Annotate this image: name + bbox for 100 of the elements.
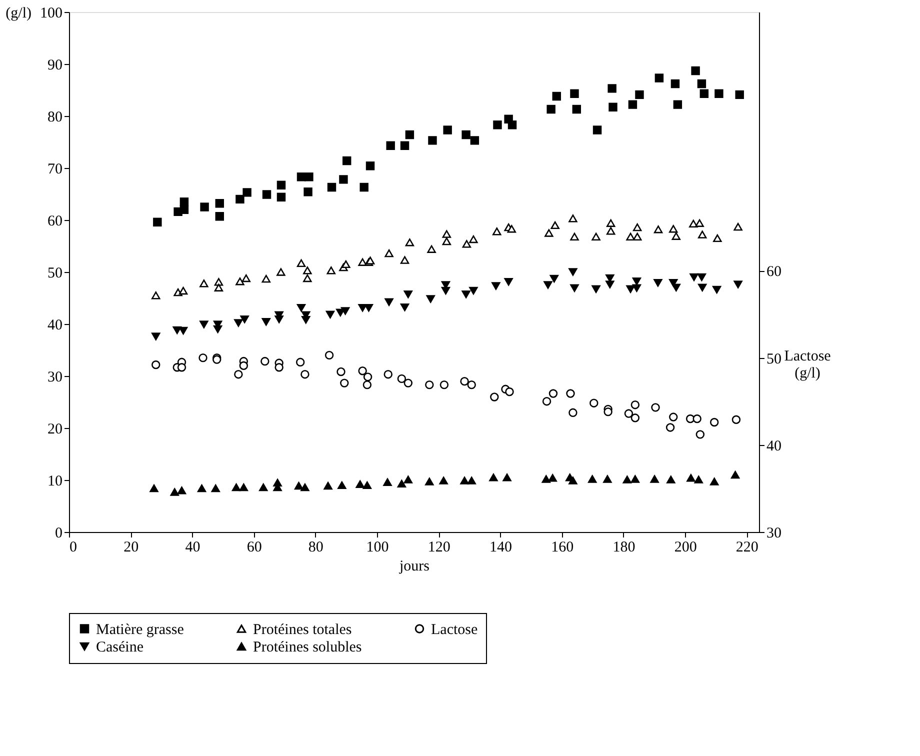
point bbox=[469, 235, 478, 244]
point bbox=[542, 396, 552, 406]
point bbox=[274, 315, 284, 324]
x-tick-label: 160 bbox=[551, 540, 574, 556]
point bbox=[654, 279, 662, 287]
point bbox=[672, 232, 680, 240]
point bbox=[570, 89, 579, 98]
point bbox=[462, 290, 470, 298]
y2-tick-label: 40 bbox=[766, 438, 782, 454]
y-tick-label: 20 bbox=[48, 422, 62, 438]
point bbox=[276, 180, 286, 190]
point bbox=[626, 232, 635, 240]
point bbox=[340, 378, 349, 388]
point bbox=[236, 278, 244, 286]
point bbox=[654, 226, 663, 234]
point bbox=[358, 258, 367, 266]
point bbox=[342, 260, 350, 268]
point bbox=[276, 192, 286, 202]
point bbox=[405, 238, 414, 246]
point bbox=[152, 360, 160, 370]
point bbox=[606, 219, 616, 227]
point bbox=[363, 372, 372, 382]
y-axis-title: (g/l) bbox=[6, 6, 32, 22]
point bbox=[215, 199, 224, 208]
point bbox=[550, 221, 560, 230]
legend-label: Lactose bbox=[431, 622, 478, 638]
point bbox=[303, 274, 312, 282]
legend-label: Caséine bbox=[96, 640, 144, 656]
point bbox=[240, 315, 249, 324]
x-tick-label: 100 bbox=[366, 540, 389, 556]
point bbox=[214, 284, 224, 292]
point bbox=[234, 319, 243, 327]
point bbox=[570, 284, 579, 292]
point bbox=[200, 280, 208, 288]
point bbox=[604, 407, 612, 416]
point bbox=[177, 486, 186, 494]
point bbox=[592, 232, 600, 240]
point bbox=[400, 256, 410, 264]
point bbox=[426, 295, 435, 303]
point bbox=[274, 363, 284, 372]
x-tick-label: 60 bbox=[246, 540, 262, 556]
point bbox=[608, 84, 616, 93]
point bbox=[198, 353, 208, 362]
point bbox=[362, 481, 372, 490]
point bbox=[405, 130, 414, 140]
point bbox=[366, 162, 375, 170]
point bbox=[384, 370, 392, 379]
point bbox=[669, 412, 678, 422]
point bbox=[502, 474, 512, 482]
point bbox=[300, 483, 310, 492]
point bbox=[296, 304, 306, 312]
point bbox=[606, 280, 614, 288]
point bbox=[603, 475, 612, 483]
point bbox=[696, 430, 705, 439]
point bbox=[568, 476, 578, 484]
point bbox=[400, 141, 410, 150]
point bbox=[170, 488, 180, 496]
point bbox=[470, 136, 480, 145]
point bbox=[462, 240, 472, 248]
point bbox=[236, 194, 244, 204]
point bbox=[548, 389, 558, 398]
point bbox=[358, 366, 367, 376]
point bbox=[632, 223, 642, 232]
point bbox=[425, 380, 434, 390]
point bbox=[300, 370, 310, 379]
point bbox=[336, 367, 346, 376]
point bbox=[234, 370, 243, 379]
legend-label: Matière grasse bbox=[96, 622, 184, 638]
y-tick-label: 100 bbox=[40, 6, 62, 22]
point bbox=[460, 476, 469, 484]
point bbox=[493, 120, 502, 130]
point bbox=[262, 318, 270, 326]
y-tick-label: 10 bbox=[48, 474, 62, 490]
point bbox=[326, 266, 336, 274]
point bbox=[467, 476, 476, 484]
point bbox=[442, 230, 452, 238]
point bbox=[730, 470, 740, 479]
point bbox=[242, 188, 252, 197]
legend-label: Protéines totales bbox=[253, 622, 352, 638]
point bbox=[362, 380, 372, 390]
point bbox=[650, 475, 659, 483]
x-tick-label: 40 bbox=[185, 540, 200, 556]
y-tick-label: 90 bbox=[48, 58, 62, 74]
point bbox=[735, 90, 744, 100]
point bbox=[492, 282, 500, 290]
point bbox=[505, 387, 514, 396]
point bbox=[606, 227, 616, 235]
point bbox=[697, 273, 706, 282]
y2-tick-label: 60 bbox=[766, 264, 782, 280]
point bbox=[673, 100, 682, 109]
point bbox=[440, 380, 449, 390]
point bbox=[697, 79, 706, 88]
point bbox=[232, 483, 241, 492]
x-tick-label: 140 bbox=[490, 540, 512, 556]
point bbox=[698, 284, 707, 292]
y-tick-label: 50 bbox=[48, 266, 62, 282]
point bbox=[550, 274, 559, 283]
point bbox=[713, 234, 722, 242]
point bbox=[324, 482, 332, 490]
y2-tick-label: 30 bbox=[766, 526, 782, 542]
